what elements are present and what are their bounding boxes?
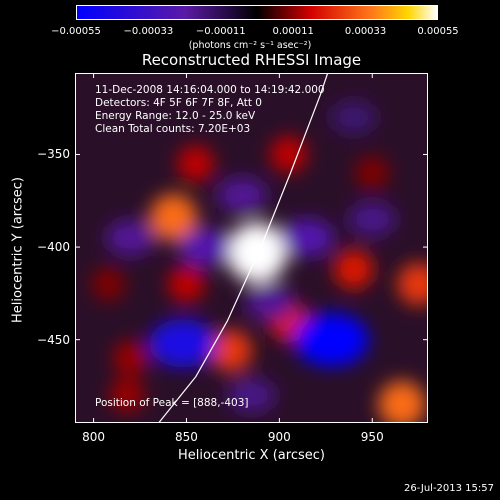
colorbar <box>76 5 438 20</box>
footer-date: 26-Jul-2013 15:57 <box>403 483 494 494</box>
colorbar-tick: −0.00011 <box>195 26 246 37</box>
heatmap-image <box>75 73 428 423</box>
positive-source-blob <box>270 136 308 173</box>
positive-source-blob <box>355 156 390 190</box>
peak-position-label: Position of Peak = [888,-403] <box>95 397 249 409</box>
colorbar-tick: 0.00033 <box>344 26 387 37</box>
y-axis-label: Heliocentric Y (arcsec) <box>10 177 26 323</box>
negative-source-blob <box>178 227 232 267</box>
chart-title: Reconstructed RHESSI Image <box>141 51 362 69</box>
negative-source-blob <box>227 377 276 413</box>
y-tick-label: −450 <box>37 332 70 347</box>
negative-source-blob <box>148 318 217 368</box>
x-tick-label: 950 <box>360 430 384 444</box>
negative-source-blob <box>348 201 397 237</box>
negative-source-blob <box>293 312 369 367</box>
positive-source-blob <box>113 340 149 376</box>
y-tick-label: −400 <box>37 240 70 255</box>
colorbar-tick: 0.00055 <box>417 26 459 37</box>
positive-source-blob <box>168 265 205 303</box>
colorbar-tick: −0.00033 <box>123 26 174 37</box>
positive-source-blob <box>397 262 428 306</box>
positive-source-blob <box>209 329 253 373</box>
positive-source-blob <box>378 380 426 423</box>
peak-core <box>248 243 267 262</box>
positive-source-blob <box>91 267 126 302</box>
colorbar-tick: −0.00055 <box>51 26 101 37</box>
x-axis-label: Heliocentric X (arcsec) <box>178 448 325 463</box>
info-clean-counts: Clean Total counts: 7.20E+03 <box>95 123 251 135</box>
info-energy-range: Energy Range: 12.0 - 25.0 keV <box>95 110 256 122</box>
positive-source-blob <box>109 377 145 413</box>
positive-source-blob <box>333 249 374 290</box>
y-tick-label: −350 <box>37 147 70 162</box>
positive-source-blob <box>177 145 215 183</box>
negative-source-blob <box>105 219 156 256</box>
positive-source-blob <box>149 193 198 242</box>
negative-source-blob <box>330 100 377 134</box>
colorbar-tick: 0.00011 <box>272 26 314 37</box>
plot-area <box>75 73 428 423</box>
info-detectors: Detectors: 4F 5F 6F 7F 8F, Att 0 <box>95 97 262 109</box>
negative-source-blob <box>217 177 267 214</box>
negative-source-blob <box>245 284 295 321</box>
x-tick-label: 900 <box>267 430 291 444</box>
solar-limb-curve <box>158 73 329 423</box>
info-time-range: 11-Dec-2008 14:16:04.000 to 14:19:42.000 <box>95 84 325 96</box>
x-tick-label: 800 <box>82 430 106 444</box>
colorbar-units: (photons cm⁻² s⁻¹ asec⁻²) <box>188 40 312 51</box>
negative-source-blob <box>280 218 334 257</box>
x-tick-label: 850 <box>175 430 198 444</box>
